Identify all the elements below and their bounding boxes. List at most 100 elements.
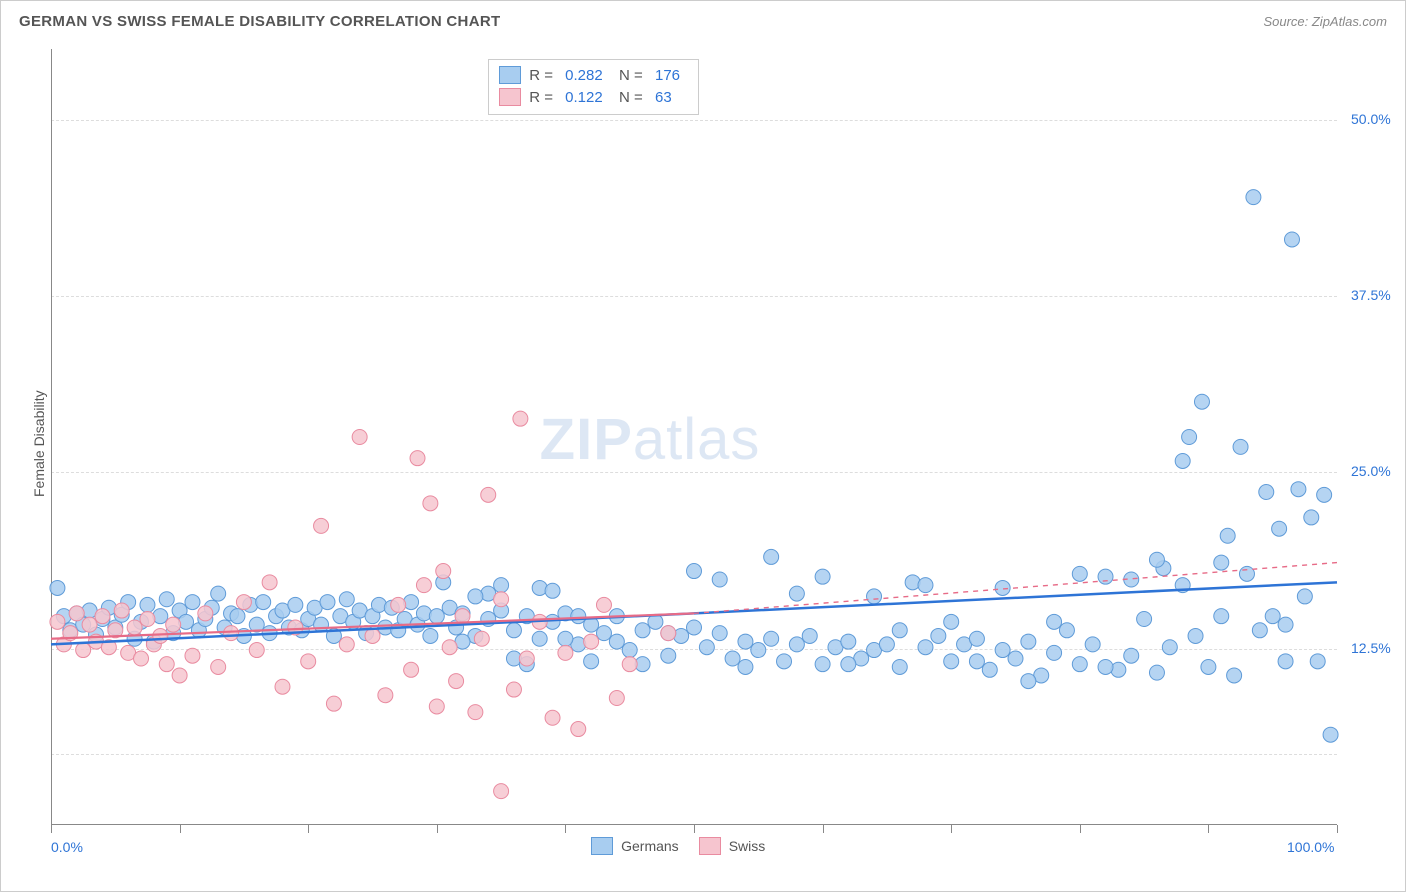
scatter-point-germans — [339, 592, 354, 607]
scatter-point-swiss — [211, 659, 226, 674]
scatter-point-germans — [545, 583, 560, 598]
scatter-point-germans — [1008, 651, 1023, 666]
scatter-point-germans — [230, 609, 245, 624]
scatter-point-germans — [725, 651, 740, 666]
scatter-point-germans — [789, 637, 804, 652]
scatter-point-germans — [622, 643, 637, 658]
scatter-point-swiss — [481, 487, 496, 502]
source-credit: Source: ZipAtlas.com — [1263, 14, 1387, 29]
scatter-point-germans — [764, 549, 779, 564]
scatter-point-germans — [429, 609, 444, 624]
scatter-point-swiss — [609, 691, 624, 706]
scatter-point-germans — [1047, 645, 1062, 660]
scatter-point-swiss — [262, 575, 277, 590]
scatter-svg — [51, 49, 1337, 825]
scatter-point-germans — [185, 595, 200, 610]
scatter-point-swiss — [159, 657, 174, 672]
scatter-point-germans — [944, 614, 959, 629]
scatter-point-swiss — [50, 614, 65, 629]
scatter-point-germans — [1278, 654, 1293, 669]
scatter-point-germans — [1182, 430, 1197, 445]
scatter-point-germans — [738, 634, 753, 649]
scatter-point-swiss — [596, 597, 611, 612]
y-tick-label: 25.0% — [1351, 463, 1391, 479]
scatter-point-swiss — [423, 496, 438, 511]
scatter-point-germans — [969, 631, 984, 646]
scatter-point-swiss — [95, 609, 110, 624]
scatter-point-swiss — [69, 606, 84, 621]
scatter-point-swiss — [449, 674, 464, 689]
scatter-point-swiss — [76, 643, 91, 658]
scatter-point-germans — [140, 597, 155, 612]
scatter-point-swiss — [584, 634, 599, 649]
scatter-point-germans — [712, 572, 727, 587]
x-axis-min-label: 0.0% — [51, 839, 83, 855]
scatter-point-germans — [1201, 659, 1216, 674]
chart-frame: GERMAN VS SWISS FEMALE DISABILITY CORREL… — [0, 0, 1406, 892]
scatter-point-swiss — [134, 651, 149, 666]
scatter-point-swiss — [410, 451, 425, 466]
scatter-point-germans — [1220, 528, 1235, 543]
scatter-point-germans — [879, 637, 894, 652]
scatter-point-germans — [815, 569, 830, 584]
scatter-point-germans — [1188, 628, 1203, 643]
scatter-point-germans — [751, 643, 766, 658]
scatter-point-germans — [687, 620, 702, 635]
scatter-point-swiss — [416, 578, 431, 593]
scatter-point-swiss — [404, 662, 419, 677]
scatter-point-swiss — [442, 640, 457, 655]
y-tick-label: 50.0% — [1351, 111, 1391, 127]
scatter-point-germans — [1149, 665, 1164, 680]
scatter-point-germans — [1297, 589, 1312, 604]
legend-swatch-germans — [499, 66, 521, 84]
scatter-point-germans — [687, 564, 702, 579]
x-tick — [1080, 825, 1081, 833]
scatter-point-swiss — [140, 612, 155, 627]
x-tick — [694, 825, 695, 833]
scatter-point-germans — [1021, 634, 1036, 649]
scatter-point-germans — [596, 626, 611, 641]
scatter-point-swiss — [513, 411, 528, 426]
scatter-point-germans — [777, 654, 792, 669]
x-tick — [180, 825, 181, 833]
legend-series-item-swiss: Swiss — [699, 837, 766, 855]
scatter-point-swiss — [326, 696, 341, 711]
scatter-point-germans — [1072, 657, 1087, 672]
scatter-point-germans — [1047, 614, 1062, 629]
scatter-point-swiss — [198, 606, 213, 621]
scatter-point-germans — [1194, 394, 1209, 409]
scatter-point-germans — [584, 654, 599, 669]
scatter-point-swiss — [127, 620, 142, 635]
scatter-point-germans — [1310, 654, 1325, 669]
scatter-point-germans — [159, 592, 174, 607]
legend-series-label: Swiss — [729, 838, 766, 854]
scatter-point-germans — [635, 623, 650, 638]
legend-stats-row-swiss: R = 0.122 N = 63 — [499, 86, 688, 108]
scatter-point-swiss — [378, 688, 393, 703]
scatter-point-swiss — [391, 597, 406, 612]
scatter-point-germans — [995, 643, 1010, 658]
scatter-point-germans — [944, 654, 959, 669]
legend-stats-text: R = 0.122 N = 63 — [529, 89, 679, 106]
scatter-point-germans — [1227, 668, 1242, 683]
scatter-point-germans — [918, 578, 933, 593]
scatter-point-germans — [738, 659, 753, 674]
scatter-point-germans — [1291, 482, 1306, 497]
scatter-point-swiss — [365, 628, 380, 643]
legend-swatch-swiss — [499, 88, 521, 106]
legend-swatch-germans — [591, 837, 613, 855]
x-axis-max-label: 100.0% — [1287, 839, 1334, 855]
scatter-point-germans — [494, 578, 509, 593]
source-prefix: Source: — [1263, 14, 1311, 29]
scatter-point-germans — [1137, 612, 1152, 627]
scatter-point-germans — [1059, 623, 1074, 638]
scatter-point-germans — [256, 595, 271, 610]
scatter-point-germans — [571, 609, 586, 624]
scatter-point-swiss — [224, 626, 239, 641]
scatter-point-germans — [1252, 623, 1267, 638]
x-tick — [437, 825, 438, 833]
scatter-point-germans — [1323, 727, 1338, 742]
legend-series-item-germans: Germans — [591, 837, 679, 855]
scatter-point-germans — [1278, 617, 1293, 632]
scatter-point-germans — [1085, 637, 1100, 652]
